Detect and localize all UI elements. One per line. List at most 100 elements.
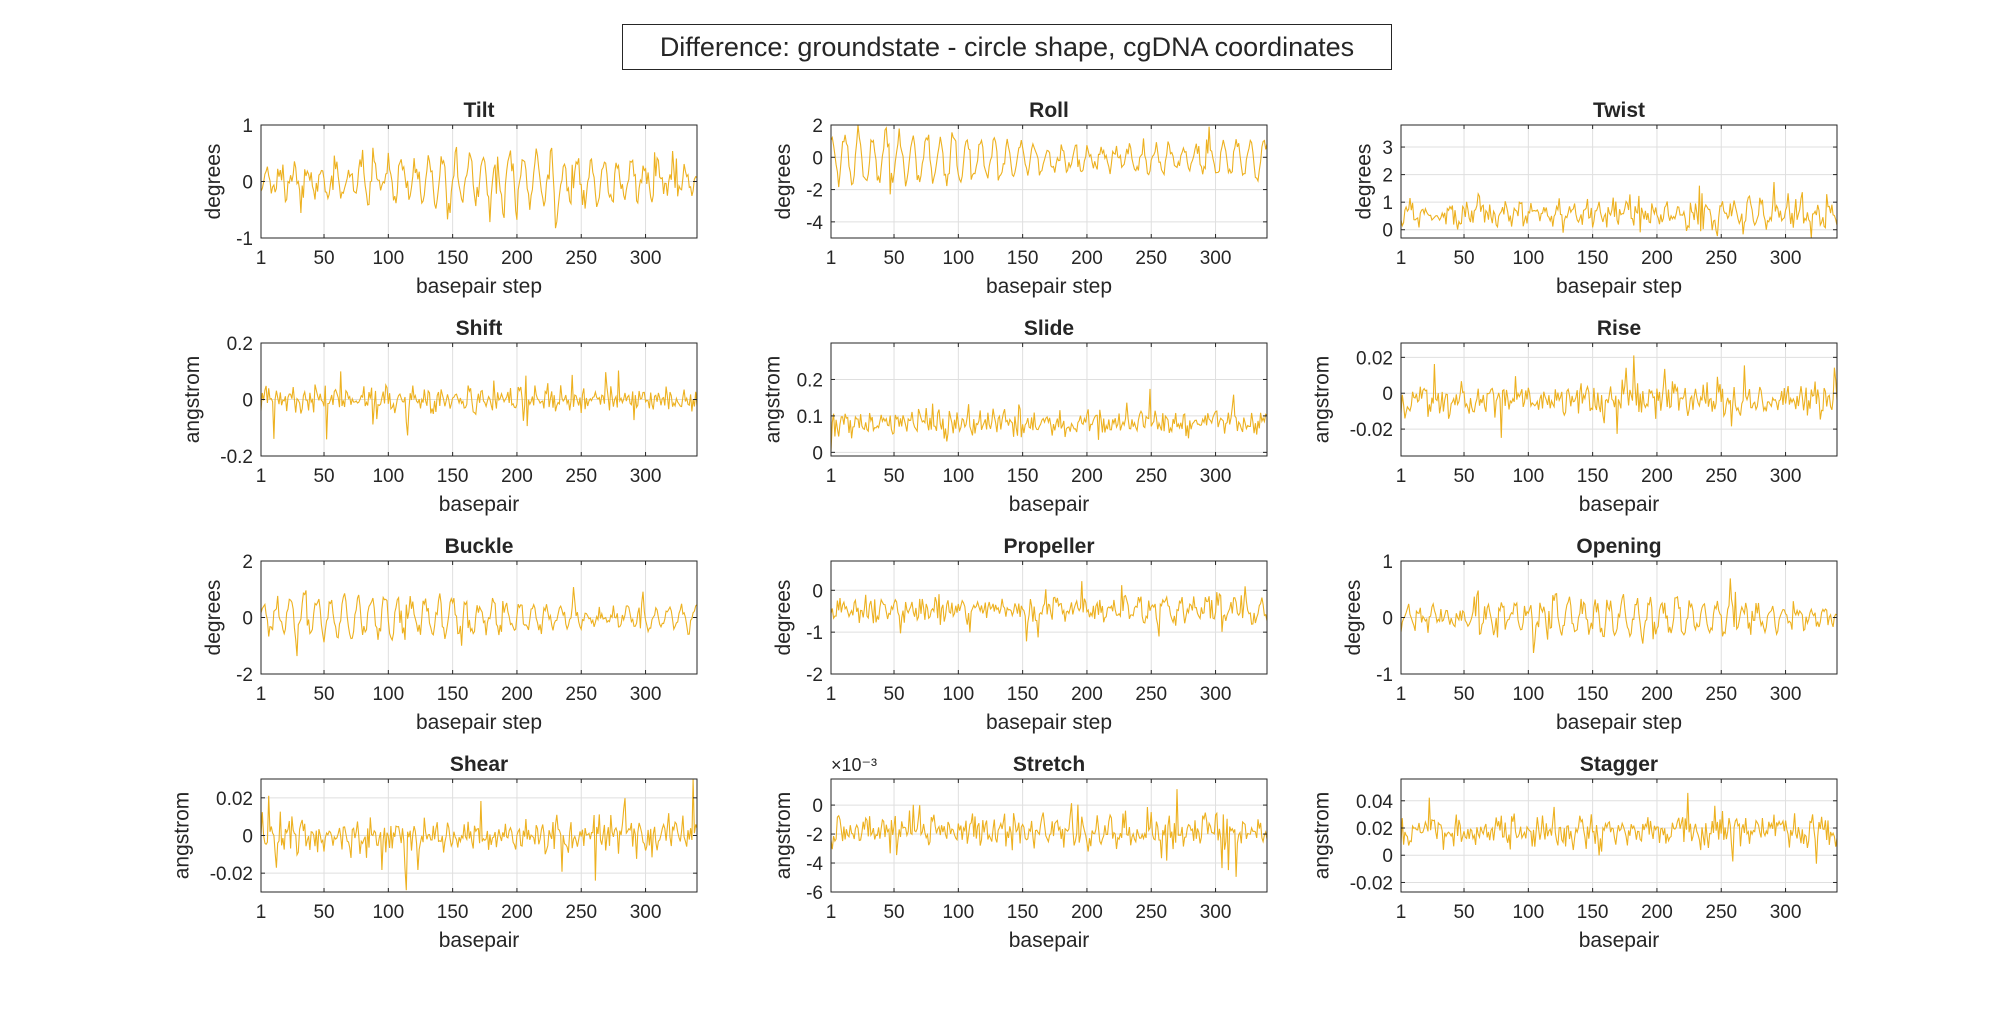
subplot-title: Buckle (445, 535, 514, 558)
y-tick-label: 0 (242, 609, 253, 630)
series-line-stagger (1400, 792, 1838, 864)
x-tick-label: 150 (1007, 684, 1039, 705)
subplot-shift: 1 50 100 150 200 250 300-0.200.2Shiftbasepaira… (181, 317, 698, 516)
x-tick-label: 250 (1135, 466, 1167, 487)
subplot-title: Opening (1576, 535, 1661, 558)
x-tick-label: 100 (372, 684, 404, 705)
y-tick-label: -2 (806, 181, 823, 202)
series-line-shift (260, 370, 698, 440)
y-axis-label: degrees (1342, 580, 1365, 656)
y-tick-label: 0 (1382, 609, 1393, 630)
x-axis-label: basepair step (416, 275, 542, 298)
x-axis-label: basepair (439, 929, 520, 952)
y-tick-label: 0.1 (797, 407, 823, 428)
y-tick-label: -0.02 (1350, 420, 1393, 441)
x-tick-label: 250 (565, 466, 597, 487)
x-tick-label: 200 (1641, 902, 1673, 923)
series-line-opening (1400, 578, 1838, 654)
subplot-title: Shear (450, 753, 508, 776)
y-axis-label: angstrom (762, 356, 785, 444)
x-tick-label: 300 (1200, 684, 1232, 705)
y-tick-label: 0.2 (227, 334, 253, 355)
x-tick-label: 300 (630, 466, 662, 487)
x-tick-label: 100 (942, 902, 974, 923)
subplot-title: Stagger (1580, 753, 1658, 776)
y-axis-label: angstrom (772, 792, 795, 880)
x-axis-label: basepair step (1556, 275, 1682, 298)
x-tick-label: 50 (883, 466, 904, 487)
x-tick-label: 150 (437, 684, 469, 705)
x-tick-label: 300 (1770, 248, 1802, 269)
x-tick-label: 150 (1577, 248, 1609, 269)
x-tick-label: 250 (1135, 248, 1167, 269)
y-axis-label: degrees (1353, 144, 1376, 220)
y-tick-label: 0 (812, 796, 823, 817)
y-tick-label: 0 (1382, 384, 1393, 405)
x-tick-label: 150 (1577, 466, 1609, 487)
x-tick-label: 50 (883, 248, 904, 269)
x-tick-label: 100 (1512, 248, 1544, 269)
y-tick-label: -2 (806, 825, 823, 846)
x-tick-label: 200 (1071, 684, 1103, 705)
x-tick-label: 100 (942, 248, 974, 269)
axes-box (1400, 778, 1838, 893)
subplot-shear: 1 50 100 150 200 250 300-0.0200.02Shearbasepai… (171, 753, 698, 952)
x-tick-label: 1 (1396, 902, 1407, 923)
subplot-rise: 1 50 100 150 200 250 300-0.0200.02Risebasepair… (1311, 317, 1838, 516)
subplot-title: Twist (1593, 99, 1645, 122)
subplot-title: Propeller (1003, 535, 1094, 558)
y-tick-label: -1 (1376, 665, 1393, 686)
x-tick-label: 250 (1705, 902, 1737, 923)
y-tick-label: 2 (812, 116, 823, 137)
x-tick-label: 300 (1770, 466, 1802, 487)
x-axis-label: basepair step (986, 275, 1112, 298)
subplot-title: Shift (456, 317, 503, 340)
figure-title: Difference: groundstate - circle shape, … (622, 24, 1392, 70)
x-tick-label: 250 (565, 902, 597, 923)
x-tick-label: 200 (501, 902, 533, 923)
series-line-rise (1400, 355, 1838, 438)
axes-background (831, 343, 1267, 456)
series-line-propeller (830, 581, 1268, 642)
x-tick-label: 1 (826, 248, 837, 269)
y-tick-label: 1 (1382, 193, 1393, 214)
y-tick-label: -0.02 (1350, 873, 1393, 894)
y-tick-label: 1 (242, 116, 253, 137)
x-tick-label: 200 (1641, 466, 1673, 487)
x-tick-label: 300 (1770, 684, 1802, 705)
x-axis-label: basepair step (416, 711, 542, 734)
x-tick-label: 50 (313, 466, 334, 487)
y-axis-label: angstrom (171, 792, 194, 880)
x-tick-label: 200 (501, 466, 533, 487)
y-tick-label: 0 (242, 827, 253, 848)
x-tick-label: 200 (1071, 466, 1103, 487)
x-tick-label: 250 (565, 248, 597, 269)
subplot-title: Roll (1029, 99, 1069, 122)
x-tick-label: 150 (437, 902, 469, 923)
subplot-title: Slide (1024, 317, 1074, 340)
x-tick-label: 100 (942, 466, 974, 487)
y-tick-label: 0 (812, 581, 823, 602)
subplot-stretch: 1 50 100 150 200 250 300-6-4-20×10⁻³ Stretchbas… (772, 753, 1268, 952)
y-tick-label: -1 (236, 229, 253, 250)
series-line-twist (1400, 181, 1838, 239)
x-tick-label: 1 (1396, 466, 1407, 487)
series-line-slide (830, 388, 1268, 452)
x-tick-label: 200 (1071, 248, 1103, 269)
x-tick-label: 300 (1200, 466, 1232, 487)
x-tick-label: 1 (256, 248, 267, 269)
x-tick-label: 1 (1396, 684, 1407, 705)
y-axis-label: angstrom (1311, 792, 1334, 880)
x-tick-label: 150 (1007, 466, 1039, 487)
x-tick-label: 150 (437, 466, 469, 487)
x-axis-label: basepair (1009, 493, 1090, 516)
y-tick-label: 2 (1382, 166, 1393, 187)
x-tick-label: 200 (1071, 902, 1103, 923)
x-tick-label: 150 (1577, 902, 1609, 923)
x-tick-label: 100 (1512, 466, 1544, 487)
y-exponent-label: ×10⁻³ (831, 755, 877, 775)
